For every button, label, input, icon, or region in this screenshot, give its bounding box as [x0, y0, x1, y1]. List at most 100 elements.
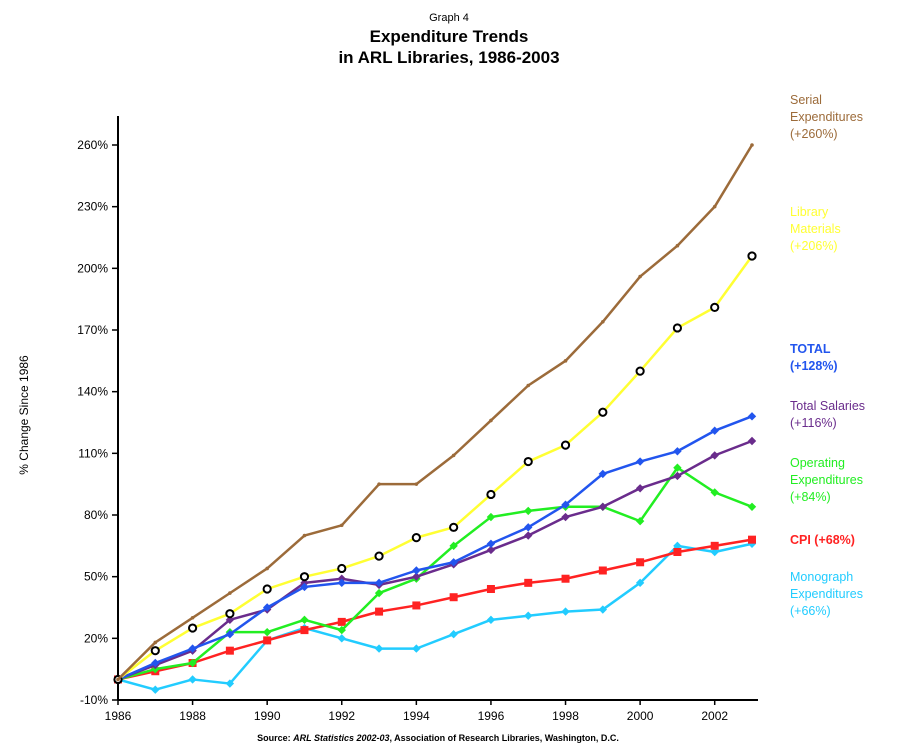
data-point-monograph-expenditures	[524, 611, 533, 620]
data-point-serial-expenditures	[377, 482, 381, 486]
data-point-library-materials	[411, 533, 421, 543]
y-tick-label: 80%	[84, 508, 108, 522]
data-point-cpi	[598, 566, 607, 575]
data-point-serial-expenditures	[116, 677, 120, 682]
data-point-total	[151, 658, 160, 668]
y-tick-label: 110%	[78, 446, 108, 460]
series-line-serial-expenditures	[117, 144, 754, 681]
data-point-cpi	[524, 578, 533, 587]
series-cpi	[114, 535, 756, 684]
data-point-serial-expenditures	[712, 204, 717, 209]
legend-item-cpi: CPI (+68%)	[790, 533, 855, 547]
data-point-operating-expenditures	[374, 588, 384, 598]
data-point-operating-expenditures	[673, 463, 682, 472]
data-point-library-materials	[560, 440, 571, 450]
data-point-monograph-expenditures	[412, 644, 421, 653]
data-point-library-materials	[449, 522, 459, 532]
x-tick-label: 1986	[105, 709, 132, 723]
series-line-total	[117, 415, 753, 681]
data-point-library-materials	[150, 646, 160, 656]
x-tick-label: 1988	[179, 709, 206, 723]
data-point-operating-expenditures	[300, 615, 309, 625]
data-point-monograph-expenditures	[561, 607, 570, 616]
legend-item-operating-expenditures: Operating Expenditures (+84%)	[790, 456, 863, 504]
data-point-total	[225, 630, 235, 639]
y-tick-label: 50%	[84, 570, 108, 584]
data-point-total-salaries	[524, 531, 533, 540]
x-tick-label: 1994	[403, 709, 430, 723]
legend-label-library-materials: (+206%)	[790, 239, 838, 253]
data-point-operating-expenditures	[486, 512, 496, 522]
source-publication: ARL Statistics 2002-03	[292, 733, 389, 743]
data-point-library-materials	[299, 572, 310, 582]
legend-label-total-salaries: (+116%)	[790, 416, 837, 430]
data-point-serial-expenditures	[601, 319, 605, 324]
data-point-monograph-expenditures	[337, 634, 346, 643]
data-point-cpi	[449, 593, 458, 602]
data-point-monograph-expenditures	[449, 630, 458, 639]
x-tick-label: 1996	[478, 709, 505, 723]
data-point-serial-expenditures	[489, 418, 493, 423]
data-point-monograph-expenditures	[673, 541, 682, 551]
series-line-library-materials	[117, 255, 754, 681]
data-point-total	[374, 578, 384, 588]
data-point-cpi	[748, 535, 756, 544]
data-point-serial-expenditures	[339, 523, 344, 528]
data-point-library-materials	[225, 609, 235, 619]
data-point-library-materials	[672, 323, 683, 333]
legend-label-total: (+128%)	[790, 359, 838, 373]
data-point-total	[449, 558, 458, 567]
data-point-monograph-expenditures	[486, 615, 496, 625]
legend-label-serial-expenditures: (+260%)	[790, 127, 838, 141]
data-point-serial-expenditures	[302, 533, 307, 538]
legend-item-total: TOTAL (+128%)	[790, 342, 838, 373]
data-point-library-materials	[486, 489, 496, 500]
data-point-total	[188, 644, 197, 653]
data-point-total	[524, 523, 533, 532]
x-tick-label: 2000	[627, 709, 654, 723]
legend-label-monograph-expenditures: Expenditures	[790, 587, 863, 601]
data-point-monograph-expenditures	[188, 675, 197, 684]
data-point-operating-expenditures	[635, 516, 645, 526]
x-tick-label: 2002	[701, 709, 728, 723]
legend-label-serial-expenditures: Expenditures	[790, 110, 863, 124]
data-point-total-salaries	[561, 512, 570, 522]
data-point-library-materials	[187, 623, 198, 633]
data-point-cpi	[263, 636, 272, 645]
data-point-total	[635, 457, 645, 466]
legend-label-serial-expenditures: Serial	[790, 93, 822, 107]
y-tick-label: 20%	[84, 631, 108, 645]
data-point-serial-expenditures	[451, 453, 456, 458]
data-point-cpi	[375, 607, 384, 616]
series-layer	[113, 143, 757, 694]
data-point-cpi	[412, 601, 421, 610]
series-line-monograph-expenditures	[117, 542, 753, 691]
legend-label-library-materials: Materials	[790, 222, 841, 236]
legend-label-operating-expenditures: (+84%)	[790, 490, 831, 504]
series-serial-expenditures	[116, 143, 754, 682]
data-point-total	[300, 582, 309, 592]
legend-label-total: TOTAL	[790, 342, 831, 356]
data-point-total-salaries	[747, 436, 757, 446]
legend-label-total-salaries: Total Salaries	[790, 399, 865, 413]
data-point-library-materials	[523, 456, 533, 467]
axes: -10% 20% 50% 80% 110% 140% 170% 200% 230% 260% 198…	[77, 116, 758, 723]
legend-label-operating-expenditures: Operating	[790, 456, 845, 470]
x-tick-label: 1992	[328, 709, 355, 723]
data-point-total	[337, 578, 346, 588]
data-point-monograph-expenditures	[710, 547, 719, 557]
series-operating-expenditures	[113, 463, 757, 684]
legend-item-total-salaries: Total Salaries (+116%)	[790, 399, 865, 430]
data-point-library-materials	[262, 584, 272, 594]
data-point-monograph-expenditures	[635, 578, 645, 588]
legend-item-monograph-expenditures: Monograph Expenditures (+66%)	[790, 570, 863, 618]
data-point-serial-expenditures	[153, 640, 158, 645]
data-point-library-materials	[635, 366, 645, 376]
data-point-total-salaries	[412, 572, 421, 581]
legend-item-serial-expenditures: Serial Expenditures (+260%)	[790, 93, 863, 141]
data-point-total	[747, 412, 757, 421]
data-point-operating-expenditures	[188, 658, 197, 668]
data-point-total	[598, 469, 608, 479]
data-point-monograph-expenditures	[374, 644, 384, 653]
